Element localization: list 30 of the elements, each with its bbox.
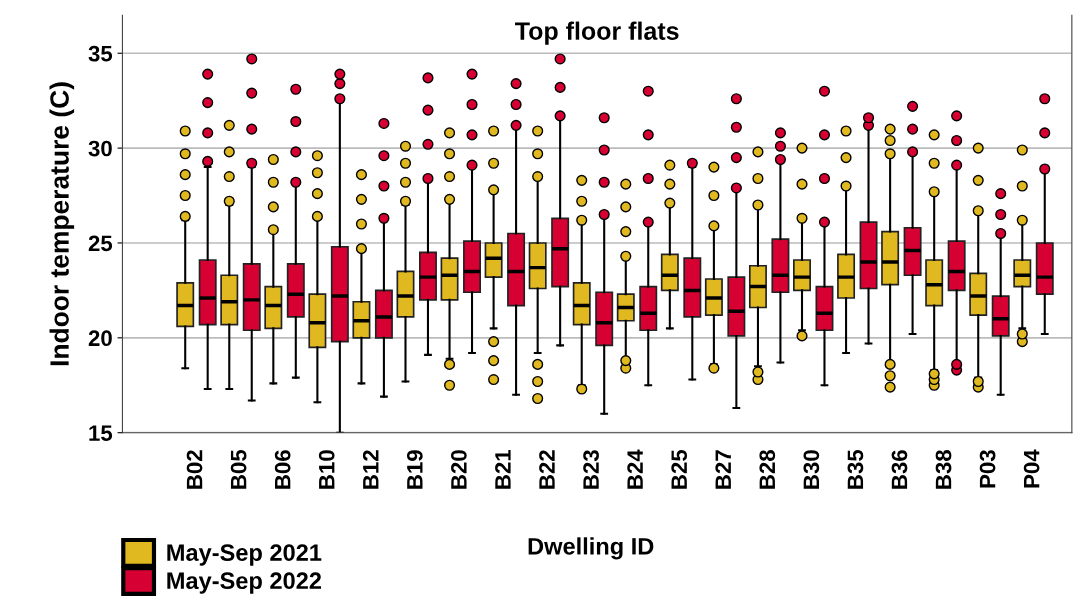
x-tick-label: B28: [759, 450, 776, 489]
x-tick-label: B38: [935, 450, 952, 489]
y-tick-label: 20: [88, 330, 112, 347]
x-tick-label: B25: [671, 449, 688, 489]
x-tick-label: B12: [362, 450, 379, 489]
y-axis-title: Indoor temperature (C): [49, 82, 75, 366]
y-tick-label: 15: [89, 425, 113, 441]
x-tick-label: B06: [274, 450, 291, 489]
x-tick-label: B21: [495, 449, 511, 489]
x-axis-title: Dwelling ID: [528, 537, 654, 560]
x-tick-label: B05: [230, 449, 247, 489]
x-tick-label: B27: [715, 450, 731, 489]
x-tick-label: B20: [451, 450, 467, 489]
x-tick-label: B35: [847, 449, 864, 489]
y-tick-label: 30: [88, 140, 112, 157]
legend-label: May-Sep 2021: [167, 544, 322, 566]
x-tick-label: B22: [539, 450, 555, 489]
x-tick-label: B02: [186, 450, 203, 489]
x-tick-label: B10: [318, 450, 335, 489]
y-tick-label: 35: [88, 45, 113, 62]
x-tick-label: B24: [627, 449, 643, 489]
x-tick-label: B19: [406, 450, 423, 489]
y-tick-label: 25: [88, 235, 113, 252]
x-tick-label: B30: [803, 450, 820, 489]
x-tick-label: B23: [583, 450, 599, 489]
legend-label: May-Sep 2022: [167, 572, 322, 594]
chart-title: Top floor flats: [515, 21, 679, 45]
x-tick-label: B36: [891, 450, 908, 489]
x-tick-label: P03: [979, 450, 996, 488]
x-tick-label: P04: [1023, 449, 1040, 488]
